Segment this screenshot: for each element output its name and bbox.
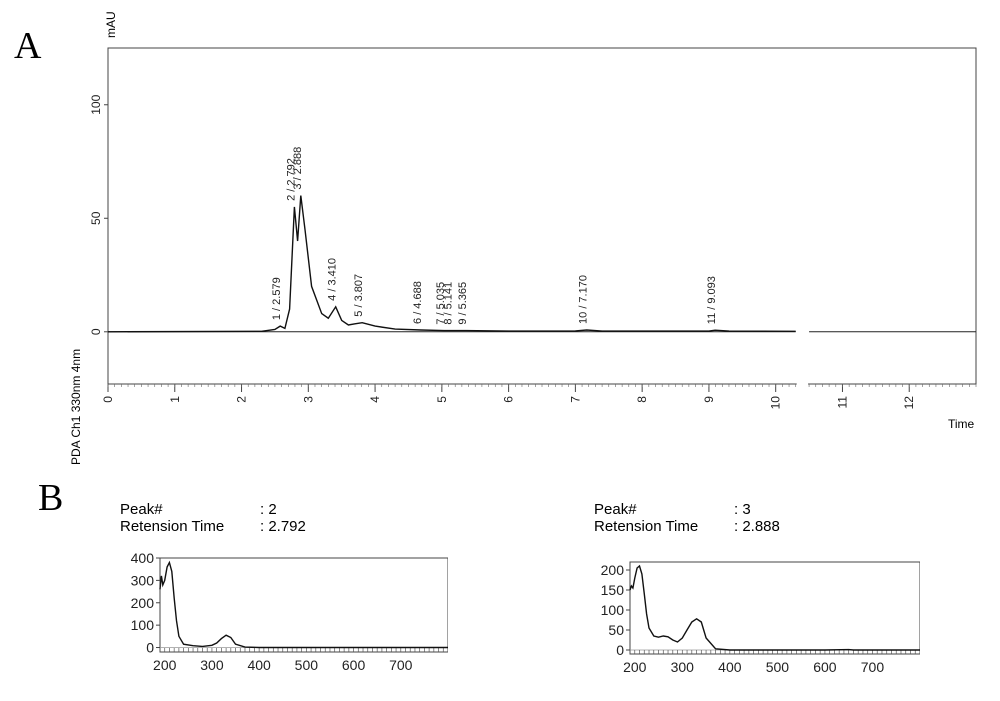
x-tick-label: 6 bbox=[502, 396, 516, 403]
uv-spectrum-peak-2: 0 100 200 300 400 200 300 400 500 600 700 bbox=[131, 550, 448, 673]
y-tick-label: 200 bbox=[131, 595, 155, 611]
x-tick-label: 11 bbox=[835, 396, 849, 409]
spectrum-info-1: Peak# : 2 Retension Time : 2.792 bbox=[120, 501, 306, 535]
x-tick-label: 300 bbox=[671, 659, 695, 675]
peak-key: Peak# bbox=[120, 501, 163, 518]
x-tick-label: 4 bbox=[368, 396, 382, 403]
x-tick-label: 9 bbox=[702, 396, 716, 403]
uv-spectrum-peak-3: 0 50 100 150 200 200 300 400 500 600 700 bbox=[601, 561, 920, 675]
axis-break-gap bbox=[796, 49, 809, 405]
x-tick-label: 500 bbox=[766, 659, 790, 675]
peak-label: 1 / 2.579 bbox=[271, 277, 283, 320]
y-axis-label: PDA Ch1 330nm 4nm bbox=[69, 349, 83, 465]
y-tick-label: 100 bbox=[131, 617, 155, 633]
y-tick-label: 0 bbox=[89, 328, 103, 335]
x-tick-label: 600 bbox=[342, 657, 366, 673]
peak-label: 4 / 3.410 bbox=[327, 258, 339, 301]
peak-label: 6 / 4.688 bbox=[412, 281, 424, 324]
spectrum-trace bbox=[159, 560, 448, 649]
x-axis-label: Time bbox=[948, 417, 975, 431]
x-tick-label: 500 bbox=[295, 657, 319, 673]
plot-frame bbox=[629, 561, 920, 655]
plot-frame bbox=[107, 47, 977, 385]
x-tick-label: 400 bbox=[718, 659, 742, 675]
peak-label: 11 / 9.093 bbox=[706, 276, 718, 324]
y-tick-label: 50 bbox=[89, 211, 103, 225]
panel-label-b: B bbox=[38, 477, 64, 519]
x-tick-label: 700 bbox=[861, 659, 885, 675]
x-tick-label: 5 bbox=[435, 396, 449, 403]
y-tick-label: 100 bbox=[89, 94, 103, 114]
x-tick-label: 700 bbox=[389, 657, 413, 673]
peak-key: Peak# bbox=[594, 501, 637, 518]
y-tick-label: 150 bbox=[601, 582, 625, 598]
y-unit-label: mAU bbox=[104, 11, 118, 38]
x-tick-label: 200 bbox=[623, 659, 647, 675]
x-tick-label: 3 bbox=[301, 396, 315, 403]
y-tick-label: 300 bbox=[131, 572, 155, 588]
x-tick-label: 10 bbox=[769, 396, 783, 410]
y-tick-label: 100 bbox=[601, 602, 625, 618]
x-tick-label: 1 bbox=[168, 396, 182, 403]
spectrum-info-2: Peak# : 3 Retension Time : 2.888 bbox=[594, 501, 780, 535]
peak-value: : 3 bbox=[734, 501, 751, 518]
retention-value: : 2.888 bbox=[734, 518, 780, 535]
plot-frame bbox=[159, 557, 448, 653]
x-tick-label: 7 bbox=[568, 396, 582, 403]
peak-label: 8 / 5.141 bbox=[442, 282, 454, 325]
spectrum-trace bbox=[629, 564, 920, 651]
y-tick-label: 400 bbox=[131, 550, 155, 566]
peak-label: 3 / 2.888 bbox=[292, 147, 304, 190]
peak-label: 2 / 2.792 bbox=[285, 158, 297, 201]
x-tick-label: 0 bbox=[101, 396, 115, 403]
peak-label: 10 / 7.170 bbox=[578, 275, 590, 324]
peak-label: 9 / 5.365 bbox=[457, 282, 469, 325]
panel-label-a: A bbox=[14, 25, 42, 67]
x-tick-label: 200 bbox=[153, 657, 177, 673]
peak-label: 5 / 3.807 bbox=[353, 274, 365, 317]
retention-key: Retension Time bbox=[594, 518, 699, 535]
y-tick-label: 50 bbox=[608, 622, 624, 638]
x-tick-label: 300 bbox=[200, 657, 224, 673]
x-tick-label: 600 bbox=[813, 659, 837, 675]
y-tick-label: 200 bbox=[601, 562, 625, 578]
chromatogram-trace bbox=[107, 195, 796, 333]
retention-value: : 2.792 bbox=[260, 518, 306, 535]
y-tick-label: 0 bbox=[616, 642, 624, 658]
x-tick-label: 400 bbox=[247, 657, 271, 673]
retention-key: Retension Time bbox=[120, 518, 225, 535]
x-tick-label: 2 bbox=[235, 396, 249, 403]
x-tick-label: 8 bbox=[635, 396, 649, 403]
y-tick-label: 0 bbox=[146, 640, 154, 656]
peak-label: 7 / 5.035 bbox=[435, 282, 447, 325]
peak-value: : 2 bbox=[260, 501, 277, 518]
x-tick-label: 12 bbox=[902, 396, 916, 410]
